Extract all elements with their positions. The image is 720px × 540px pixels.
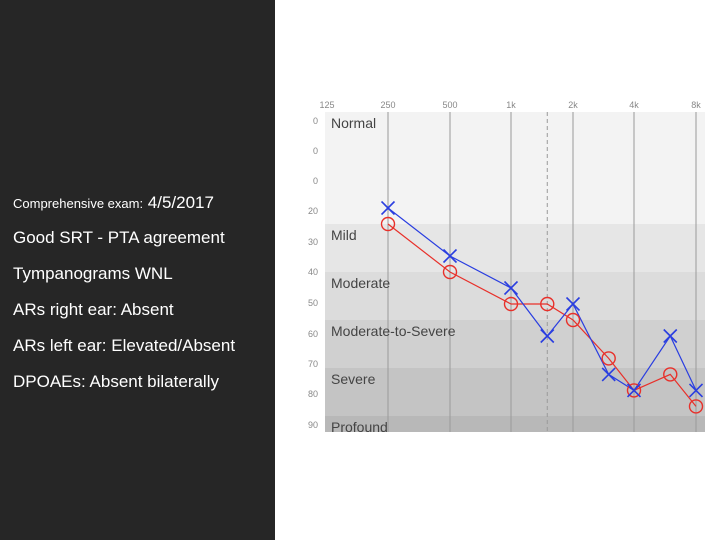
y-tick-label-0: 0	[313, 116, 318, 126]
point-left-0	[380, 200, 396, 216]
x-tick-label-5: 4k	[629, 100, 639, 110]
band-label-0: Normal	[331, 115, 376, 131]
cross-stroke-b	[540, 328, 555, 344]
point-left-7	[663, 328, 678, 344]
y-tick-label-4: 30	[308, 237, 318, 247]
band-label-3: Moderate-to-Severe	[331, 323, 456, 339]
point-right-1	[442, 264, 458, 280]
point-right-5	[601, 351, 616, 366]
y-tick-label-8: 70	[308, 359, 318, 369]
x-tick-label-4: 2k	[568, 100, 578, 110]
x-tick-label-6: 8k	[691, 100, 701, 110]
point-right-2	[503, 296, 519, 312]
cross-stroke-b	[601, 367, 616, 382]
cross-stroke-b	[503, 280, 519, 296]
x-tick-label-0: 125	[319, 100, 334, 110]
cross-stroke-b	[565, 296, 581, 312]
note-tympanograms: Tympanograms WNL	[13, 264, 173, 283]
cross-stroke-b	[688, 383, 704, 398]
y-tick-label-1: 0	[313, 146, 318, 156]
note-ars-left: ARs left ear: Elevated/Absent	[13, 336, 236, 355]
band-label-4: Severe	[331, 371, 376, 387]
note-dpoaes: DPOAEs: Absent bilaterally	[13, 372, 219, 391]
point-left-4	[565, 296, 581, 312]
y-tick-label-10: 90	[308, 420, 318, 430]
point-right-0	[380, 216, 396, 232]
band-0	[325, 112, 705, 224]
band-label-5: Profound	[331, 419, 388, 435]
y-tick-label-2: 0	[313, 176, 318, 186]
point-left-6	[626, 383, 642, 398]
cross-stroke-b	[663, 328, 678, 344]
x-tick-label-2: 500	[442, 100, 457, 110]
band-5	[325, 416, 705, 432]
notes-panel: Comprehensive exam: 4/5/2017 Good SRT - …	[0, 0, 275, 540]
cross-stroke-b	[380, 200, 396, 216]
audiogram-chart: 125 250 500 1k 2k 4k 8k 0 0 0 20 30 40 50 60 70 80 90 No…	[308, 100, 705, 435]
point-left-2	[503, 280, 519, 296]
point-left-1	[442, 248, 458, 264]
band-4	[325, 368, 705, 416]
point-left-8	[688, 383, 704, 398]
y-tick-label-7: 60	[308, 329, 318, 339]
series-line-right	[387, 223, 697, 407]
cross-stroke-b	[442, 248, 458, 264]
band-label-2: Moderate	[331, 275, 390, 291]
exam-date: 4/5/2017	[147, 193, 214, 212]
exam-line: Comprehensive exam: 4/5/2017	[13, 193, 214, 213]
y-tick-label-6: 50	[308, 298, 318, 308]
exam-label: Comprehensive exam:	[13, 196, 144, 211]
point-right-3	[540, 296, 555, 312]
point-right-8	[688, 399, 704, 414]
point-right-6	[626, 383, 642, 398]
note-ars-right: ARs right ear: Absent	[13, 300, 174, 319]
x-tick-label-3: 1k	[506, 100, 516, 110]
point-left-3	[540, 328, 555, 344]
cross-stroke-b	[626, 383, 642, 398]
band-label-1: Mild	[331, 227, 357, 243]
band-1	[325, 224, 705, 272]
y-tick-label-3: 20	[308, 206, 318, 216]
point-right-7	[663, 367, 678, 382]
point-left-5	[601, 367, 616, 382]
note-srt: Good SRT - PTA agreement	[13, 228, 225, 247]
y-tick-label-5: 40	[308, 267, 318, 277]
y-tick-label-9: 80	[308, 389, 318, 399]
point-right-4	[565, 312, 581, 328]
x-tick-label-1: 250	[380, 100, 395, 110]
